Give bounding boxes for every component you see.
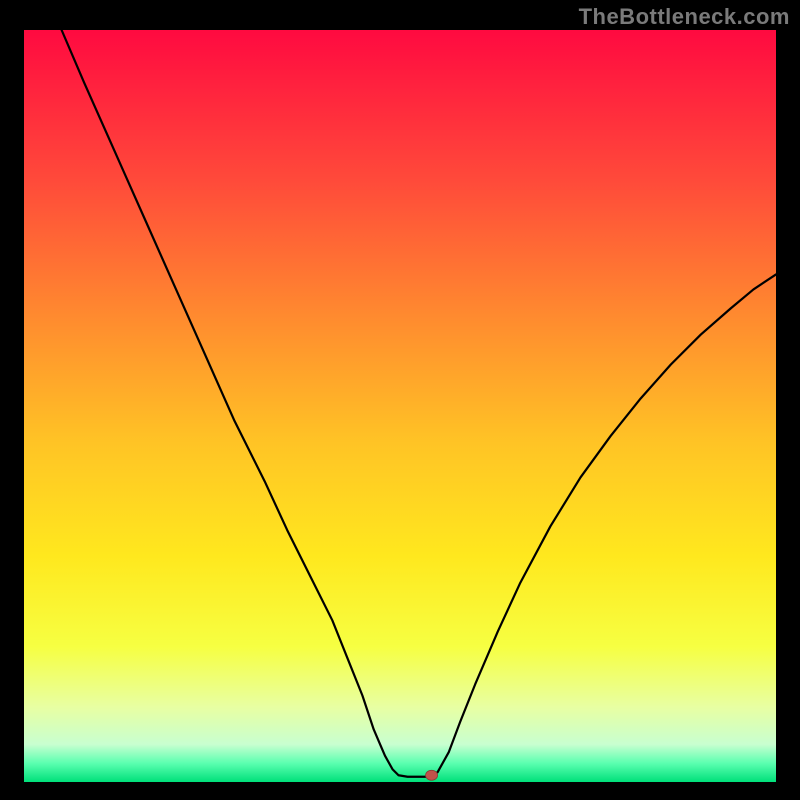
bottleneck-chart: [0, 0, 800, 800]
watermark-text: TheBottleneck.com: [579, 4, 790, 30]
plot-gradient-background: [24, 30, 776, 782]
optimal-point-marker: [426, 770, 438, 780]
